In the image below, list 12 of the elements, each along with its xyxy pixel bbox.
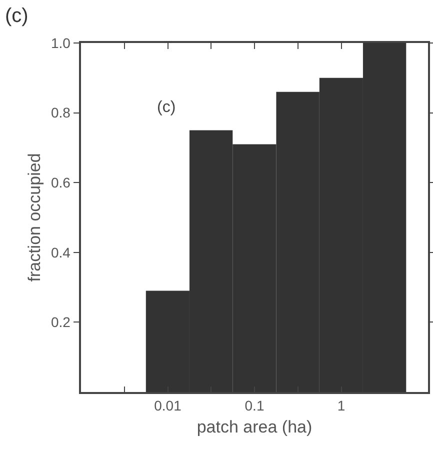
y-tick-label: 0.4 (50, 244, 71, 260)
y-tick-label: 0.8 (50, 104, 71, 121)
y-tick-label: 0.2 (50, 314, 71, 330)
x-tick-label: 0.01 (154, 398, 182, 414)
x-axis-title: patch area (ha) (196, 417, 312, 436)
y-axis-title: fraction occupied (25, 153, 44, 282)
annotation: (c) (157, 99, 176, 116)
text: (c) (5, 5, 28, 27)
x-tick-label: 1 (337, 398, 346, 414)
y-tick-label: 1.0 (50, 34, 71, 51)
x-tick-label: 0.1 (244, 398, 264, 414)
y-tick-label: 0.6 (50, 174, 71, 190)
